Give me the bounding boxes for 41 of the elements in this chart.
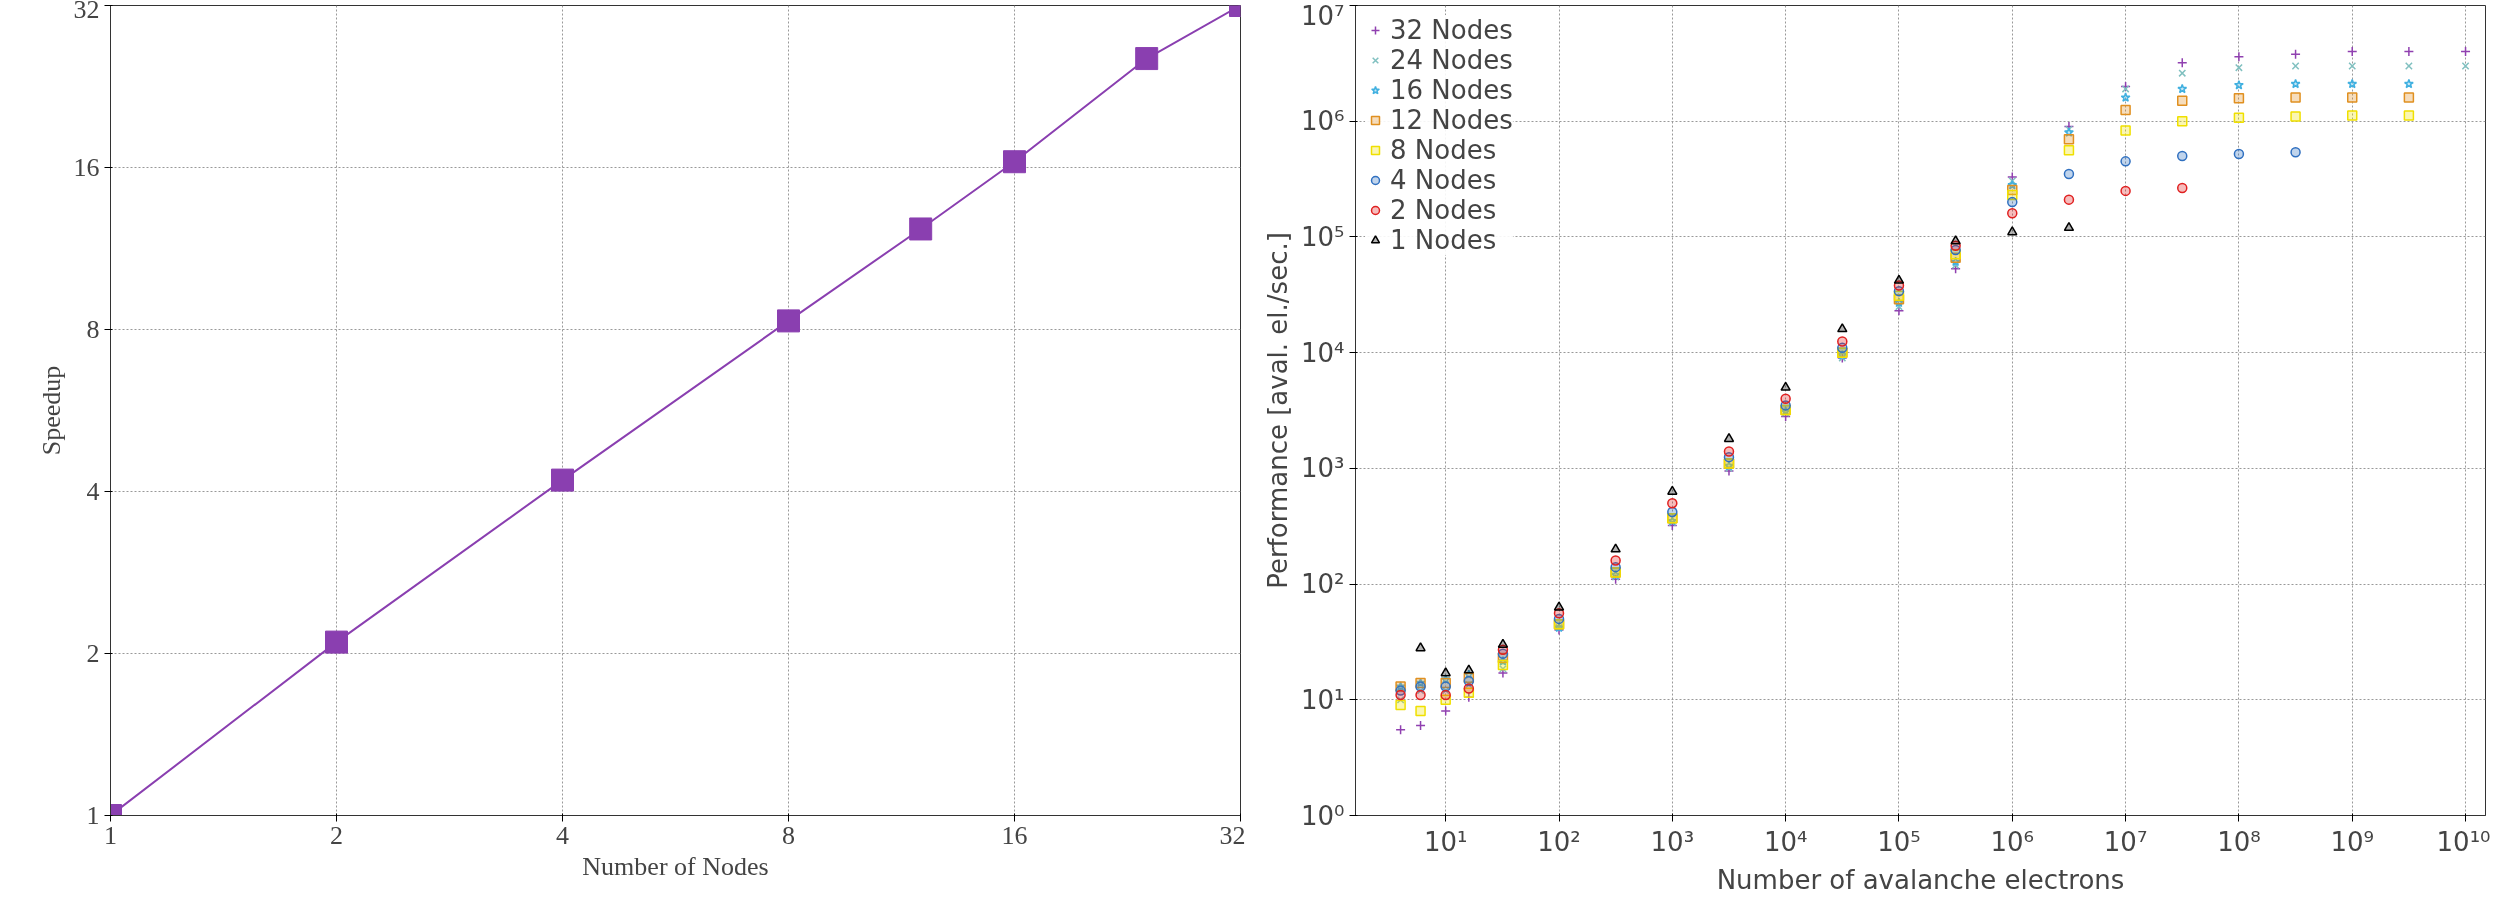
legend-label: 4 Nodes [1390, 165, 1497, 195]
x-tick-label: 32 [1219, 820, 1246, 850]
x-tick-label: 10³ [1650, 826, 1695, 857]
x-tick-label: 2 [330, 820, 343, 850]
x-axis-title: Number of Nodes [582, 851, 769, 881]
y-tick-label: 2 [86, 639, 100, 668]
y-tick-label: 10⁵ [1300, 221, 1345, 252]
legend-label: 24 Nodes [1390, 45, 1513, 75]
y-tick-label: 4 [86, 477, 100, 506]
x-tick-label: 10⁴ [1763, 826, 1808, 857]
y-tick-label: 10³ [1300, 453, 1345, 484]
y-tick-label: 10⁶ [1300, 106, 1345, 137]
x-tick-label: 10¹ [1423, 826, 1468, 857]
y-tick-label: 10⁴ [1300, 337, 1345, 368]
x-tick-label: 10⁶ [1990, 826, 2035, 857]
y-tick-label: 1 [86, 801, 100, 830]
y-axis-title: Performance [aval. el./sec.] [1262, 232, 1293, 589]
x-tick-label: 10⁹ [2330, 826, 2374, 857]
y-tick-label: 10⁷ [1300, 0, 1345, 31]
x-tick-label: 10¹⁰ [2436, 826, 2491, 857]
x-tick-label: 10⁷ [2103, 826, 2148, 857]
y-tick-label: 16 [73, 153, 100, 182]
x-tick-label: 4 [556, 820, 569, 850]
x-tick-label: 8 [782, 820, 795, 850]
y-tick-label: 8 [86, 315, 100, 344]
x-tick-label: 10² [1537, 826, 1581, 857]
legend-label: 1 Nodes [1390, 225, 1497, 255]
legend-label: 16 Nodes [1390, 75, 1513, 105]
legend-label: 2 Nodes [1390, 195, 1497, 225]
y-axis-title: Speedup [36, 365, 66, 456]
legend-label: 32 Nodes [1390, 15, 1513, 45]
y-tick-label: 32 [73, 0, 100, 24]
legend-label: 8 Nodes [1390, 135, 1497, 165]
x-tick-label: 16 [1001, 820, 1028, 850]
y-tick-label: 10¹ [1300, 684, 1345, 715]
y-tick-label: 10⁰ [1300, 800, 1345, 831]
legend-label: 12 Nodes [1390, 105, 1513, 135]
x-axis-title: Number of avalanche electrons [1716, 864, 2125, 895]
x-tick-label: 10⁵ [1877, 826, 1921, 857]
x-tick-label: 10⁸ [2217, 826, 2261, 857]
y-tick-label: 10² [1300, 569, 1345, 600]
